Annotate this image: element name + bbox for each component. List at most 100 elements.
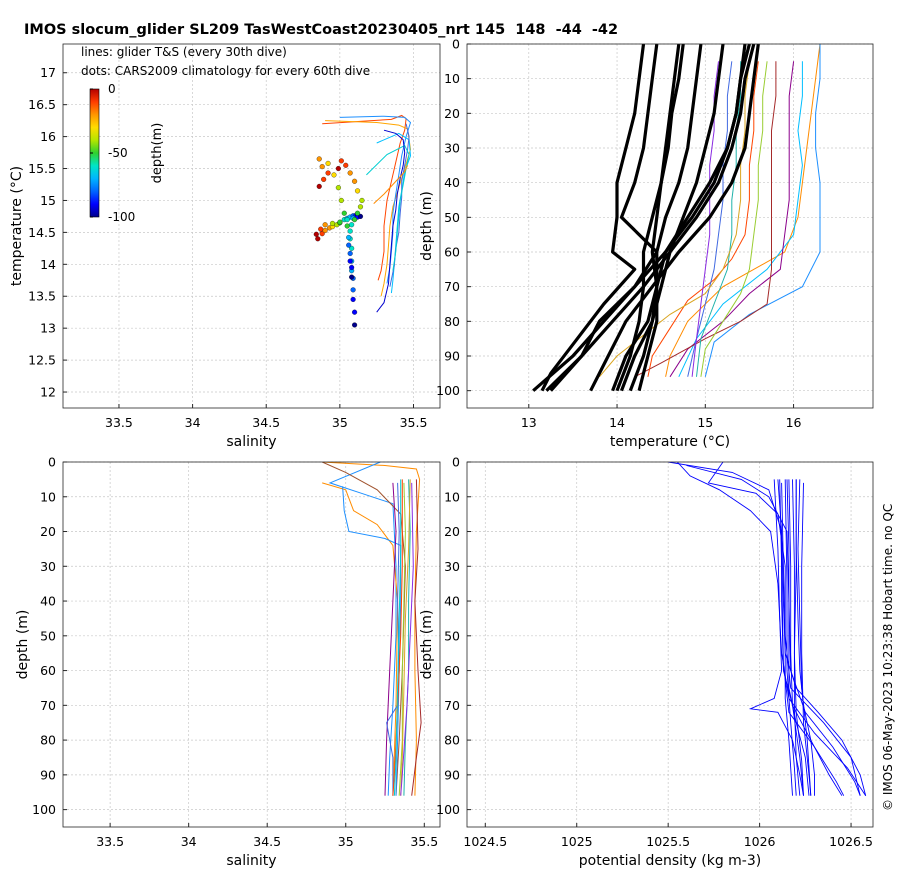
axes-box	[466, 461, 874, 828]
y-tick-label: 60	[444, 663, 460, 678]
figure-title: IMOS slocum_glider SL209 TasWestCoast202…	[24, 22, 619, 38]
x-axis-label: salinity	[226, 434, 276, 450]
climatology-dot	[322, 227, 328, 234]
climatology-dot	[359, 197, 365, 204]
climatology-dot	[338, 197, 344, 204]
glider-ts-line	[373, 165, 409, 204]
glider-ts-line	[325, 120, 412, 297]
climatology-dot	[329, 220, 336, 226]
climatology-dot	[352, 217, 358, 223]
climatology-dot	[344, 217, 350, 223]
climatology-dot	[338, 158, 344, 164]
climatology-dot	[352, 178, 358, 184]
salinity-profile-line	[384, 482, 397, 796]
x-axis-label: temperature (°C)	[610, 434, 730, 450]
glider-temperature-profile	[696, 61, 742, 377]
y-axis-label: depth (m)	[419, 191, 435, 261]
x-tick-label: 1025	[561, 834, 593, 849]
temperature_profile-plot-area	[532, 44, 821, 392]
colorbar-label: depth(m)	[150, 123, 165, 184]
y-tick-label: 90	[444, 349, 460, 364]
y-tick-label: 30	[40, 559, 56, 574]
y-tick-label: 70	[40, 698, 56, 713]
temperature_profile-panel: 13 14 15 16 0 10 20 30 40 50 60 70 80 90 100 temperatur…	[419, 37, 874, 450]
climatology-dot	[357, 204, 364, 210]
y-tick-label: 13	[40, 321, 56, 336]
x-tick-label: 34.5	[252, 415, 280, 430]
y-tick-label: 10	[444, 71, 460, 86]
x-axis-label: salinity	[226, 853, 276, 869]
climatology-dot	[325, 160, 331, 166]
climatology-dot	[341, 210, 347, 216]
y-tick-label: 100	[32, 802, 56, 817]
colorbar-tick-label: 0	[108, 82, 116, 96]
climatology-dot	[343, 162, 349, 168]
climatology-dot	[347, 170, 353, 176]
glider-ts-line	[366, 144, 410, 271]
climatology-dot	[352, 309, 358, 315]
y-tick-label: 60	[444, 245, 460, 260]
climatology-dot	[354, 210, 361, 216]
climatology-dot	[357, 213, 364, 219]
x-axis-label: potential density (kg m-3)	[579, 853, 761, 869]
y-tick-label: 80	[444, 733, 460, 748]
salinity-profile-line	[392, 479, 403, 796]
climatology-dot	[321, 176, 327, 182]
salinity-profile-line	[322, 482, 399, 796]
annotation-line-2: dots: CARS2009 climatology for every 60t…	[81, 64, 370, 78]
climatology-dot	[349, 222, 355, 228]
y-tick-label: 10	[444, 489, 460, 504]
y-tick-label: 50	[444, 210, 460, 225]
y-tick-label: 60	[40, 663, 56, 678]
climatology-temperature-profile	[615, 44, 685, 392]
density-profile-line	[779, 479, 845, 796]
climatology-dot	[349, 274, 355, 280]
glider-ts-line	[376, 129, 406, 313]
y-tick-label: 30	[444, 141, 460, 156]
salinity-profile-line	[328, 462, 397, 796]
y-tick-label: 10	[40, 489, 56, 504]
x-tick-label: 15	[697, 415, 713, 430]
glider-ts-line	[322, 114, 407, 281]
y-tick-label: 15	[40, 193, 56, 208]
y-tick-label: 0	[452, 37, 460, 52]
y-tick-label: 50	[444, 628, 460, 643]
salinity-profile-line	[393, 479, 402, 796]
climatology-dot	[335, 185, 341, 191]
density-profile-line	[777, 479, 867, 796]
glider-temperature-profile	[700, 61, 768, 377]
y-tick-label: 20	[444, 524, 460, 539]
y-tick-label: 13.5	[28, 289, 56, 304]
x-tick-label: 1026	[744, 834, 776, 849]
axes-box	[62, 43, 441, 409]
annotation-line-1: lines: glider T&S (every 30th dive)	[81, 45, 287, 59]
salinity-profile-line	[398, 482, 406, 796]
density-profile-line	[676, 462, 867, 796]
colorbar-tick-label: -50	[108, 146, 128, 160]
climatology-dot	[349, 264, 355, 271]
glider-temperature-profile	[599, 61, 750, 378]
ts_diagram-plot-area	[313, 114, 412, 328]
salinity-profile-line	[342, 486, 402, 796]
x-tick-label: 35	[332, 415, 348, 430]
climatology-dot	[347, 250, 353, 257]
y-tick-label: 30	[444, 559, 460, 574]
glider-temperature-profile	[669, 61, 795, 378]
climatology-dot	[352, 322, 358, 328]
climatology-dot	[319, 164, 325, 170]
glider-temperature-profile	[704, 44, 821, 377]
climatology-dot	[313, 231, 319, 237]
salinity-profile-line	[411, 479, 422, 796]
density-profile-line	[786, 479, 810, 796]
climatology-temperature-profile	[545, 44, 756, 392]
salinity_profile-panel: 33.5 34 34.5 35 35.5 0 10 20 30 40 50 60 70 80 90 100 sa…	[15, 455, 441, 869]
salinity-profile-line	[400, 482, 414, 796]
y-tick-label: 16	[40, 129, 56, 144]
climatology-dot	[315, 236, 321, 242]
y-tick-label: 20	[444, 106, 460, 121]
glider-temperature-profile	[665, 44, 821, 377]
climatology-dot	[344, 223, 350, 229]
glider-temperature-profile	[687, 61, 733, 377]
x-tick-label: 35	[338, 834, 354, 849]
climatology-dot	[322, 222, 328, 228]
